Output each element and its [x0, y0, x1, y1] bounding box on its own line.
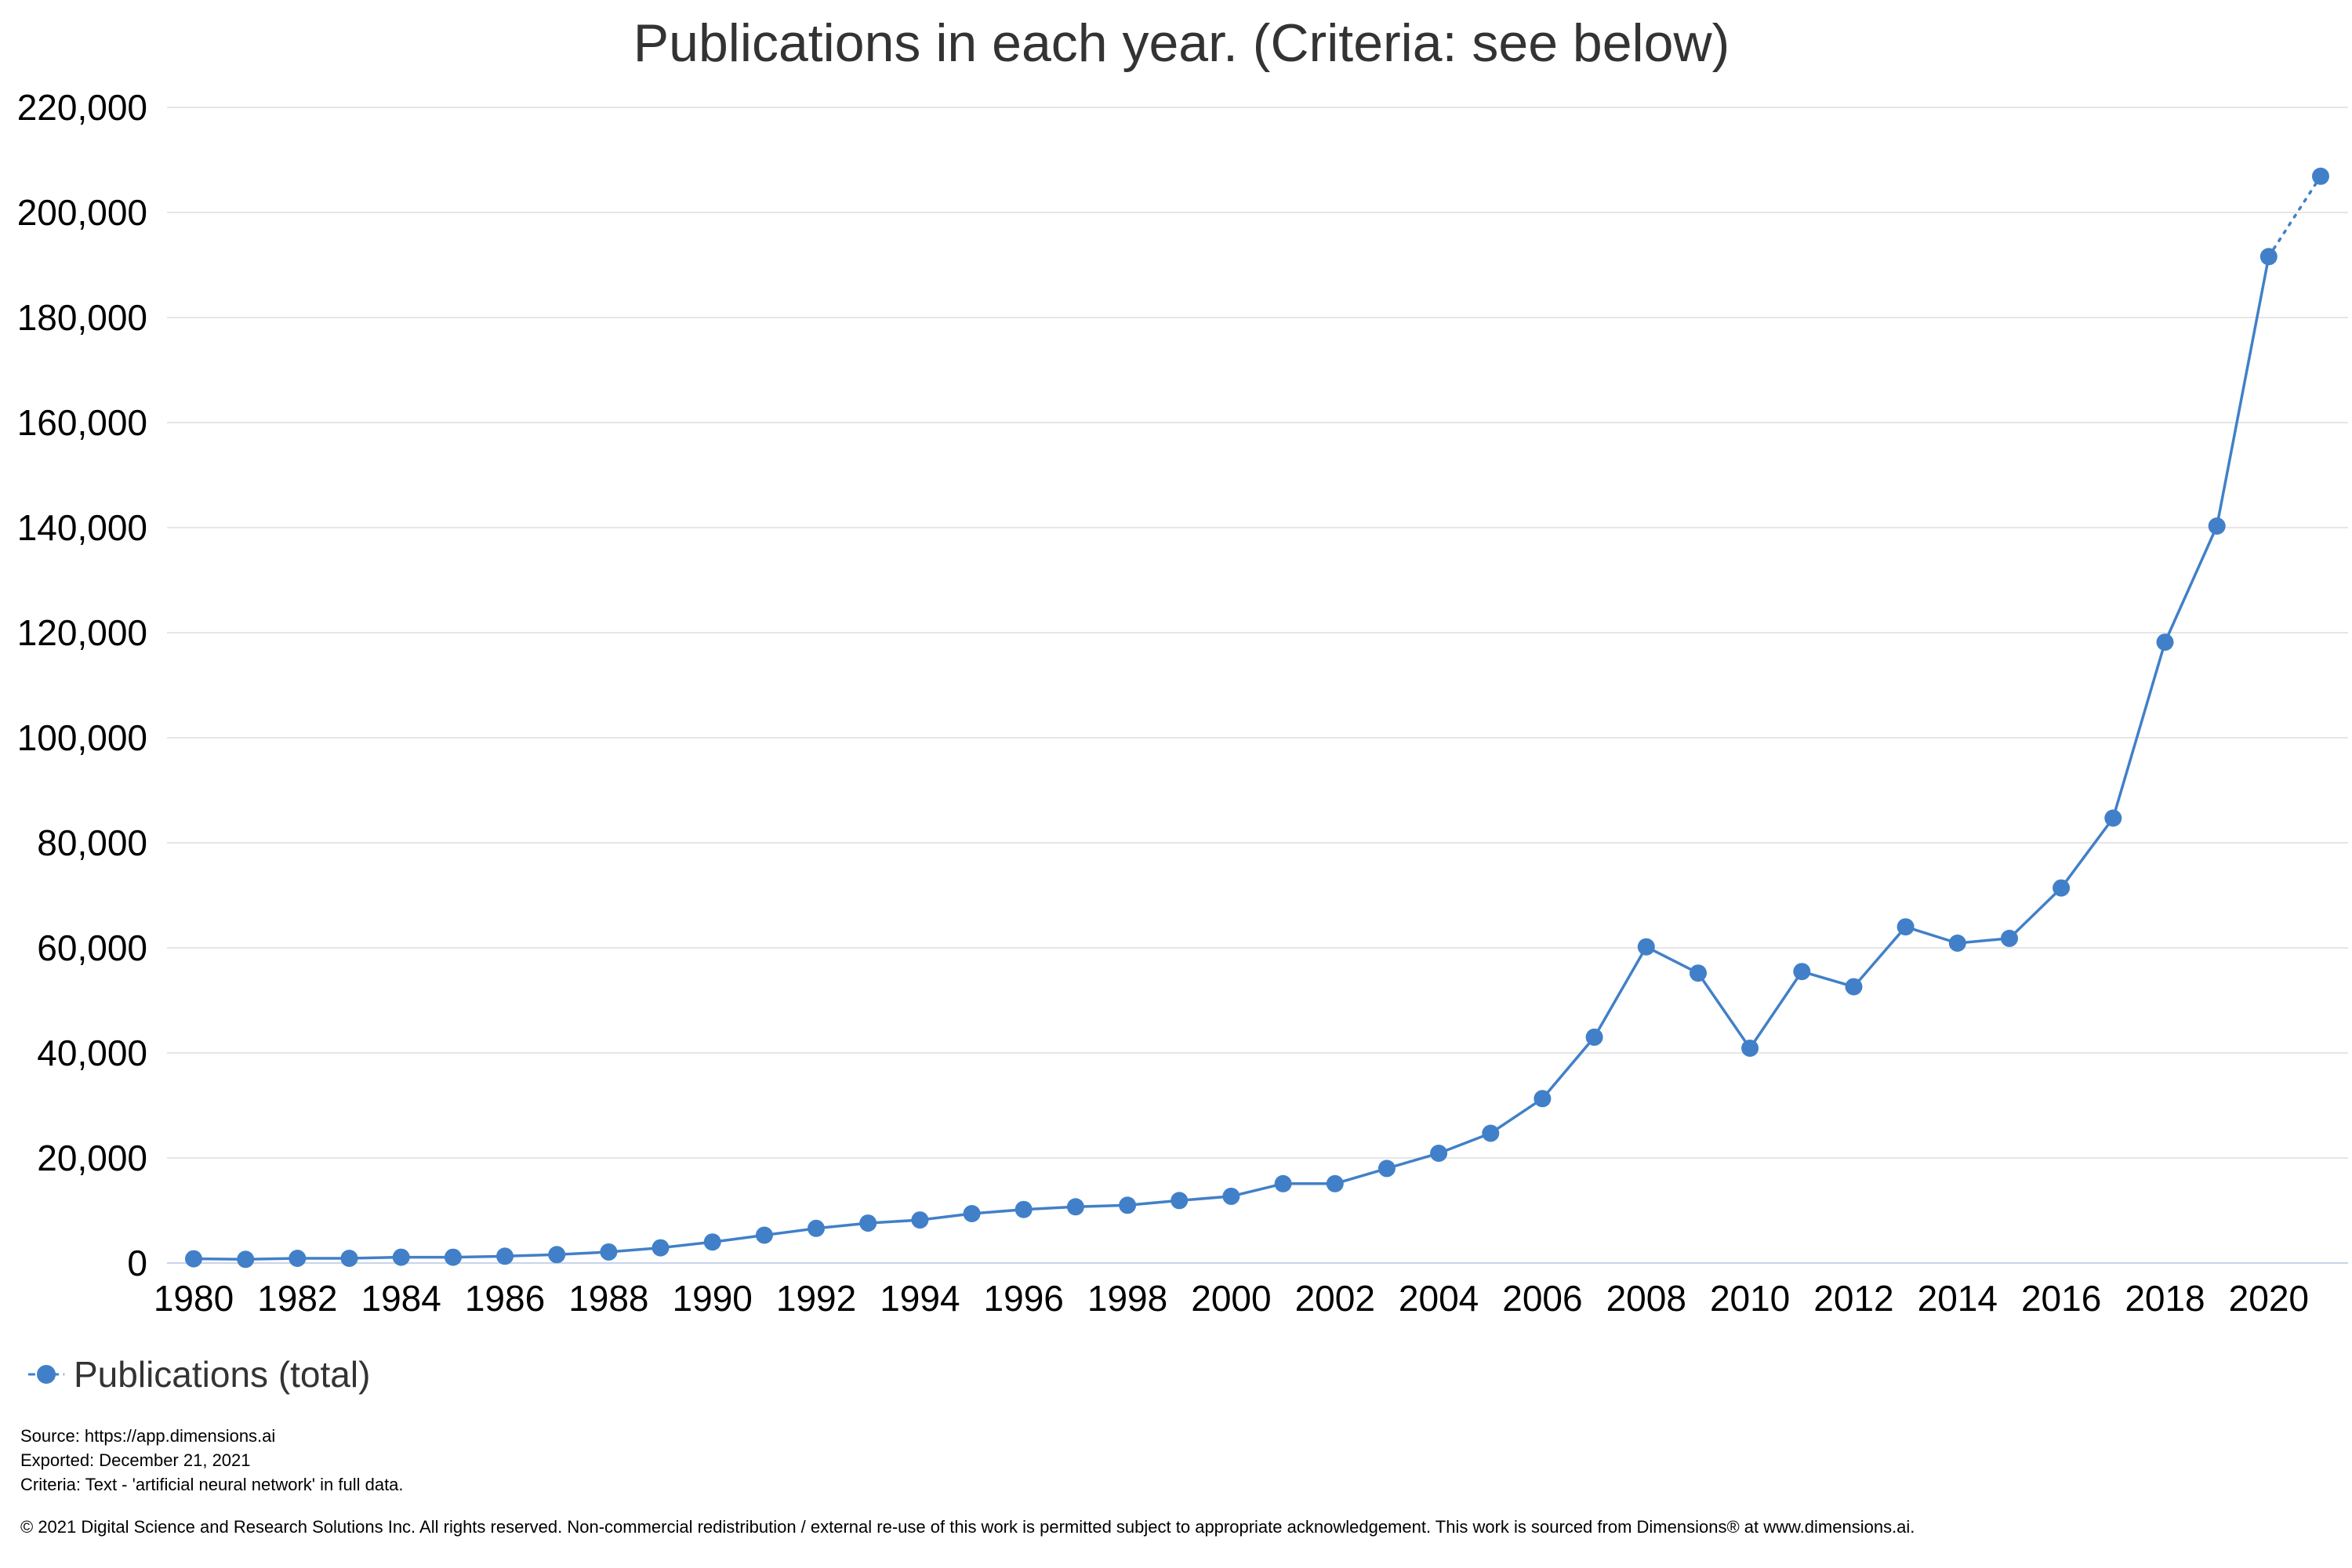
- x-tick-label: 2020: [2229, 1278, 2309, 1319]
- data-point[interactable]: [859, 1214, 877, 1232]
- data-point[interactable]: [703, 1233, 721, 1251]
- x-tick-label: 2002: [1295, 1278, 1375, 1319]
- data-point[interactable]: [1845, 978, 1863, 996]
- data-point[interactable]: [185, 1250, 202, 1268]
- x-axis-ticks: 1980 1982 1984 1986 1988 1990 1992 1994 1996 1998…: [154, 1278, 2309, 1319]
- y-tick-label: 20,000: [37, 1138, 147, 1178]
- x-tick-label: 2006: [1502, 1278, 1582, 1319]
- data-point[interactable]: [1896, 918, 1915, 936]
- y-tick-label: 40,000: [37, 1033, 147, 1073]
- footer-criteria: Criteria: Text - 'artificial neural netw…: [20, 1475, 404, 1494]
- x-tick-label: 1988: [568, 1278, 648, 1319]
- data-point[interactable]: [1222, 1187, 1240, 1205]
- legend[interactable]: Publications (total): [28, 1354, 370, 1395]
- data-point[interactable]: [1690, 964, 1707, 982]
- x-tick-label: 1994: [880, 1278, 960, 1319]
- x-tick-label: 2018: [2125, 1278, 2205, 1319]
- data-point[interactable]: [1482, 1124, 1500, 1142]
- data-point[interactable]: [2208, 517, 2226, 535]
- y-tick-label: 160,000: [17, 402, 147, 443]
- data-point[interactable]: [1637, 938, 1655, 956]
- data-point[interactable]: [911, 1211, 929, 1229]
- x-tick-label: 2004: [1399, 1278, 1479, 1319]
- y-tick-label: 100,000: [17, 717, 147, 758]
- x-tick-label: 1982: [257, 1278, 337, 1319]
- legend-marker-swatch: [37, 1365, 56, 1384]
- data-point[interactable]: [1948, 935, 1966, 952]
- data-point[interactable]: [2156, 633, 2174, 652]
- y-tick-label: 0: [127, 1243, 147, 1283]
- y-tick-label: 140,000: [17, 507, 147, 548]
- data-point[interactable]: [2312, 167, 2329, 185]
- data-point[interactable]: [548, 1246, 566, 1264]
- series-line: [193, 256, 2270, 1261]
- y-tick-label: 120,000: [17, 612, 147, 653]
- y-tick-label: 220,000: [17, 87, 147, 128]
- x-tick-label: 1980: [154, 1278, 234, 1319]
- data-point[interactable]: [1119, 1196, 1137, 1214]
- x-tick-label: 1992: [776, 1278, 856, 1319]
- data-point[interactable]: [289, 1250, 307, 1267]
- series-publications-total: [185, 167, 2329, 1269]
- data-point[interactable]: [2104, 809, 2122, 827]
- data-point[interactable]: [1430, 1145, 1448, 1162]
- y-tick-label: 60,000: [37, 927, 147, 968]
- y-axis-ticks: 0 20,000 40,000 60,000 80,000 100,000 120,000 1…: [17, 87, 147, 1283]
- y-tick-label: 180,000: [17, 297, 147, 338]
- y-tick-label: 80,000: [37, 822, 147, 863]
- x-tick-label: 2012: [1813, 1278, 1893, 1319]
- x-tick-label: 2016: [2021, 1278, 2101, 1319]
- x-tick-label: 2000: [1191, 1278, 1271, 1319]
- data-point[interactable]: [1326, 1174, 1344, 1192]
- data-point[interactable]: [496, 1247, 514, 1265]
- data-point[interactable]: [1066, 1198, 1084, 1216]
- footer-source: Source: https://app.dimensions.ai: [20, 1426, 276, 1446]
- data-point[interactable]: [1014, 1200, 1033, 1218]
- x-tick-label: 1996: [984, 1278, 1064, 1319]
- x-tick-label: 2008: [1606, 1278, 1686, 1319]
- data-point[interactable]: [392, 1248, 410, 1266]
- data-point[interactable]: [444, 1248, 462, 1266]
- y-tick-label: 200,000: [17, 192, 147, 233]
- data-point[interactable]: [2001, 929, 2018, 947]
- data-point[interactable]: [2053, 879, 2071, 897]
- data-point[interactable]: [1534, 1090, 1552, 1108]
- data-point[interactable]: [755, 1226, 773, 1244]
- series-line-partial: [2267, 175, 2322, 259]
- legend-label: Publications (total): [74, 1354, 370, 1395]
- footer-copyright: © 2021 Digital Science and Research Solu…: [20, 1517, 1915, 1537]
- x-tick-label: 1990: [673, 1278, 753, 1319]
- data-point[interactable]: [340, 1250, 358, 1267]
- data-point[interactable]: [2259, 248, 2278, 266]
- x-tick-label: 1998: [1087, 1278, 1167, 1319]
- x-tick-label: 1986: [465, 1278, 545, 1319]
- data-point[interactable]: [600, 1243, 618, 1261]
- x-tick-label: 1984: [361, 1278, 441, 1319]
- footer-exported: Exported: December 21, 2021: [20, 1450, 251, 1470]
- data-point[interactable]: [1793, 963, 1811, 981]
- data-point[interactable]: [1171, 1192, 1189, 1210]
- data-point[interactable]: [237, 1250, 255, 1269]
- data-point[interactable]: [808, 1219, 825, 1237]
- data-point[interactable]: [1274, 1174, 1292, 1192]
- data-point[interactable]: [1741, 1040, 1759, 1057]
- data-point[interactable]: [652, 1239, 670, 1257]
- chart-title: Publications in each year. (Criteria: se…: [633, 13, 1730, 73]
- data-point[interactable]: [1585, 1028, 1603, 1046]
- grid-lines: [167, 107, 2348, 1159]
- x-tick-label: 2014: [1918, 1278, 1998, 1319]
- data-point[interactable]: [1377, 1160, 1396, 1178]
- data-point[interactable]: [963, 1205, 981, 1222]
- x-tick-label: 2010: [1710, 1278, 1790, 1319]
